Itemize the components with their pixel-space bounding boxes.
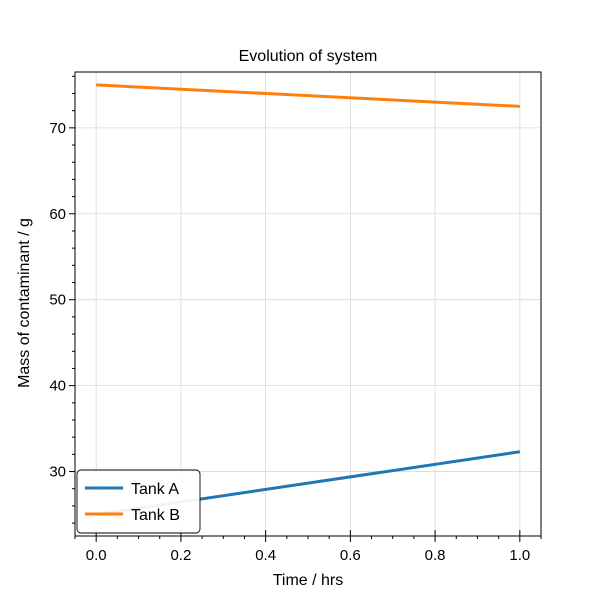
y-tick-label: 30 xyxy=(49,464,66,481)
x-axis-label: Time / hrs xyxy=(273,572,344,589)
x-tick-label: 0.6 xyxy=(340,547,361,564)
legend-label: Tank B xyxy=(131,507,180,524)
y-axis-label: Mass of contaminant / g xyxy=(16,218,33,388)
x-tick-label: 0.8 xyxy=(425,547,446,564)
legend: Tank A Tank B xyxy=(76,469,201,534)
y-tick-label: 40 xyxy=(49,378,66,395)
grid-layer xyxy=(75,72,541,536)
x-tick-label: 0.0 xyxy=(86,547,107,564)
chart-title: Evolution of system xyxy=(239,48,378,65)
x-tick-label: 0.4 xyxy=(255,547,276,564)
legend-box xyxy=(76,469,201,534)
x-tick-label: 0.2 xyxy=(170,547,191,564)
series-line-tank-b xyxy=(96,83,520,108)
y-tick-label: 60 xyxy=(49,206,66,223)
x-tick-label: 1.0 xyxy=(509,547,530,564)
legend-label: Tank A xyxy=(131,481,179,498)
plot-frame xyxy=(74,71,542,537)
y-tick-label: 50 xyxy=(49,292,66,309)
ticks-layer: 0.0 0.2 0.4 0.6 0.8 1.0 30 40 50 60 70 xyxy=(49,75,542,564)
y-tick-label: 70 xyxy=(49,120,66,137)
